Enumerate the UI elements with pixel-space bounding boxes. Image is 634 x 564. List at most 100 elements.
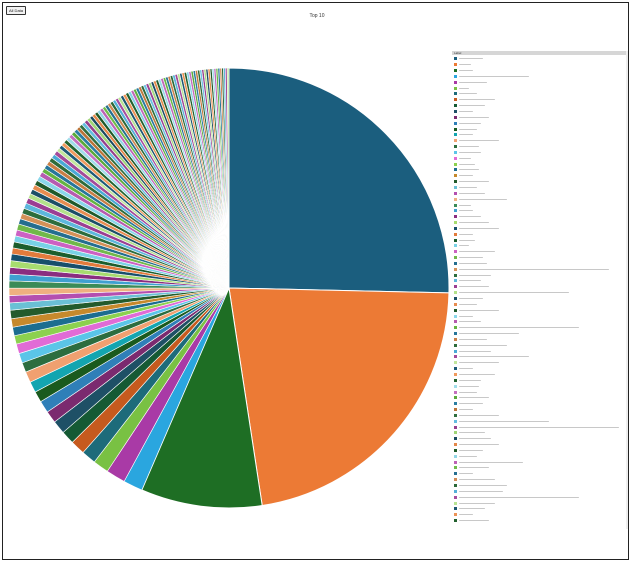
legend-swatch [454, 326, 457, 330]
legend-item[interactable] [452, 430, 628, 436]
legend-item[interactable] [452, 255, 628, 261]
legend-item[interactable] [452, 488, 628, 494]
legend-item[interactable] [452, 261, 628, 267]
legend-item[interactable] [452, 296, 628, 302]
legend-item[interactable] [452, 272, 628, 278]
legend-item[interactable] [452, 366, 628, 372]
legend-item[interactable] [452, 196, 628, 202]
legend-item[interactable] [452, 161, 628, 167]
legend-item[interactable] [452, 424, 628, 430]
legend-item[interactable] [452, 412, 628, 418]
legend-item[interactable] [452, 220, 628, 226]
legend-item[interactable] [452, 377, 628, 383]
legend-item[interactable] [452, 278, 628, 284]
legend-item[interactable] [452, 448, 628, 454]
legend-item[interactable] [452, 190, 628, 196]
legend-item[interactable] [452, 266, 628, 272]
legend-item[interactable] [452, 68, 628, 74]
legend-item[interactable] [452, 354, 628, 360]
legend-item[interactable] [452, 383, 628, 389]
legend-item[interactable] [452, 301, 628, 307]
legend-item[interactable] [452, 284, 628, 290]
legend-item[interactable] [452, 407, 628, 413]
legend-label [459, 257, 483, 259]
legend-item[interactable] [452, 331, 628, 337]
legend-item[interactable] [452, 512, 628, 518]
legend-item[interactable] [452, 231, 628, 237]
legend-item[interactable] [452, 395, 628, 401]
legend-item[interactable] [452, 348, 628, 354]
legend-item[interactable] [452, 79, 628, 85]
legend-item[interactable] [452, 237, 628, 243]
legend-scrollbar[interactable] [626, 51, 628, 529]
legend-item[interactable] [452, 56, 628, 62]
legend-item[interactable] [452, 418, 628, 424]
legend-item[interactable] [452, 360, 628, 366]
legend-item[interactable] [452, 465, 628, 471]
legend-item[interactable] [452, 173, 628, 179]
pie-slice[interactable] [141, 286, 263, 509]
legend-header: Label [452, 51, 628, 55]
legend-swatch [454, 355, 457, 359]
legend-swatch [454, 437, 457, 441]
legend-item[interactable] [452, 325, 628, 331]
legend-item[interactable] [452, 494, 628, 500]
legend-item[interactable] [452, 307, 628, 313]
legend-item[interactable] [452, 132, 628, 138]
legend-item[interactable] [452, 208, 628, 214]
legend-item[interactable] [452, 401, 628, 407]
legend-item[interactable] [452, 103, 628, 109]
legend-swatch [454, 361, 457, 365]
legend-item[interactable] [452, 442, 628, 448]
legend-item[interactable] [452, 185, 628, 191]
legend-item[interactable] [452, 436, 628, 442]
legend-item[interactable] [452, 337, 628, 343]
legend-item[interactable] [452, 155, 628, 161]
legend-item[interactable] [452, 389, 628, 395]
legend-item[interactable] [452, 120, 628, 126]
legend-item[interactable] [452, 477, 628, 483]
legend-item[interactable] [452, 97, 628, 103]
legend-item[interactable] [452, 506, 628, 512]
legend-item[interactable] [452, 114, 628, 120]
legend-item[interactable] [452, 342, 628, 348]
legend-item[interactable] [452, 249, 628, 255]
legend-item[interactable] [452, 483, 628, 489]
legend-item[interactable] [452, 500, 628, 506]
legend-item[interactable] [452, 453, 628, 459]
legend-swatch [454, 256, 457, 260]
legend-item[interactable] [452, 290, 628, 296]
legend-item[interactable] [452, 459, 628, 465]
legend-label [459, 426, 619, 428]
legend-item[interactable] [452, 144, 628, 150]
legend-item[interactable] [452, 150, 628, 156]
legend-item[interactable] [452, 319, 628, 325]
pie-slice[interactable] [226, 67, 230, 289]
legend-label [459, 186, 477, 188]
legend-item[interactable] [452, 471, 628, 477]
legend-item[interactable] [452, 167, 628, 173]
legend-item[interactable] [452, 243, 628, 249]
legend-item[interactable] [452, 85, 628, 91]
legend-item[interactable] [452, 62, 628, 68]
legend-item[interactable] [452, 202, 628, 208]
legend-item[interactable] [452, 372, 628, 378]
legend-item[interactable] [452, 518, 628, 524]
legend-swatch [454, 244, 457, 248]
pie-slice[interactable] [228, 67, 450, 294]
legend-item[interactable] [452, 109, 628, 115]
legend-label [459, 192, 485, 194]
legend-item[interactable] [452, 138, 628, 144]
legend-label [459, 438, 491, 440]
legend-item[interactable] [452, 74, 628, 80]
legend-item[interactable] [452, 179, 628, 185]
pie-slice[interactable] [228, 287, 450, 507]
legend-label [459, 151, 481, 153]
legend-item[interactable] [452, 126, 628, 132]
legend-item[interactable] [452, 91, 628, 97]
legend-item[interactable] [452, 214, 628, 220]
legend-item[interactable] [452, 313, 628, 319]
back-button[interactable]: All Data [6, 6, 27, 15]
legend-swatch [454, 484, 457, 488]
legend-item[interactable] [452, 225, 628, 231]
